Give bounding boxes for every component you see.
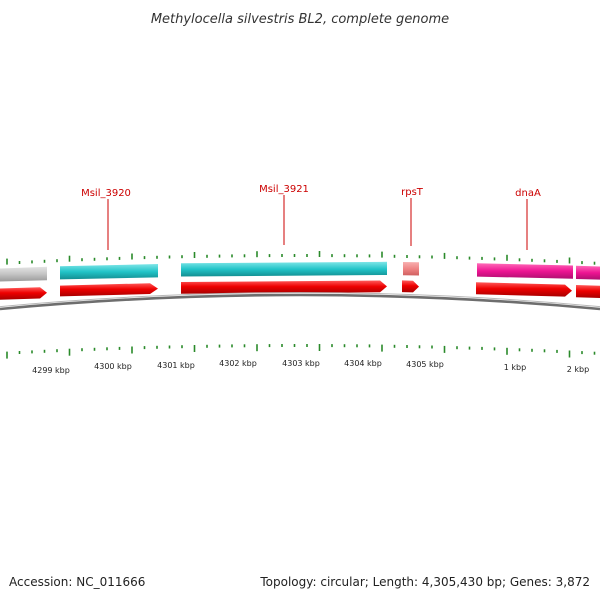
kbp-label: 4303 kbp (282, 359, 320, 368)
gene-segment-right-edge[interactable] (576, 265, 600, 280)
kbp-label: 2 kbp (567, 365, 589, 374)
cds-arrow-msil-3921[interactable] (181, 280, 387, 294)
inner-tick-marks (6, 344, 596, 359)
gene-label-msil-3920[interactable]: Msil_3920 (81, 188, 131, 199)
kbp-label: 4305 kbp (406, 360, 444, 369)
cds-arrow-dnaa[interactable] (476, 282, 572, 297)
gene-segment-rpst[interactable] (403, 262, 419, 276)
gene-labels: Msil_3920 Msil_3921 rpsT dnaA (81, 184, 541, 199)
kbp-label: 4299 kbp (32, 366, 70, 375)
gene-label-rpst[interactable]: rpsT (401, 187, 424, 198)
gene-feature-track (0, 261, 600, 282)
kbp-label: 4302 kbp (219, 359, 257, 368)
cds-arrow-msil-3920[interactable] (60, 283, 158, 297)
gene-label-dnaa[interactable]: dnaA (515, 188, 541, 199)
kbp-scale-labels: 4299 kbp 4300 kbp 4301 kbp 4302 kbp 4303… (32, 359, 589, 375)
kbp-label: 4304 kbp (344, 359, 382, 368)
cds-arrow-1[interactable] (0, 287, 47, 300)
gene-segment-msil-3920[interactable] (60, 264, 158, 280)
gene-segment-gray[interactable] (0, 266, 47, 282)
map-title: Methylocella silvestris BL2, complete ge… (151, 12, 449, 27)
cds-arrow-track (0, 280, 600, 300)
genome-summary-text: Topology: circular; Length: 4,305,430 bp… (259, 575, 590, 589)
outer-tick-marks (6, 251, 596, 265)
accession-text: Accession: NC_011666 (9, 575, 145, 589)
genome-backbone (0, 293, 600, 311)
kbp-label: 4301 kbp (157, 361, 195, 370)
cds-arrow-right-edge[interactable] (576, 285, 600, 298)
cds-arrow-rpst[interactable] (402, 280, 419, 293)
gene-label-msil-3921[interactable]: Msil_3921 (259, 184, 309, 195)
gene-label-leaders (107, 195, 528, 250)
gene-segment-dnaa[interactable] (477, 263, 573, 279)
kbp-label: 4300 kbp (94, 362, 132, 371)
gene-segment-msil-3921[interactable] (181, 261, 387, 277)
genome-backbone-highlight (0, 292, 600, 308)
kbp-label: 1 kbp (504, 363, 526, 372)
